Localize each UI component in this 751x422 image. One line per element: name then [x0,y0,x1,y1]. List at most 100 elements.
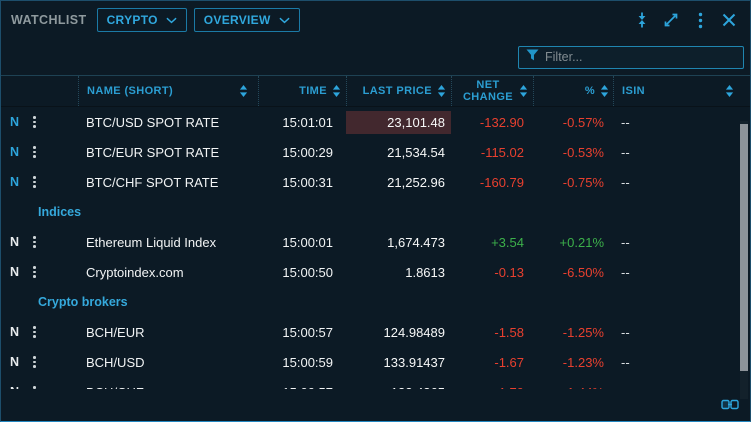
table-row[interactable]: N BTC/CHF SPOT RATE 15:00:31 21,252.96 -… [1,167,750,197]
row-percent: -0.57% [562,114,604,130]
row-last-price: 1.8613 [405,264,445,280]
row-last-price-cell: 1,674.473 [346,227,451,257]
row-icons-cell: N [1,137,78,167]
row-net-change: -1.67 [494,354,524,370]
collapse-height-icon[interactable] [631,9,653,31]
row-icons-cell: N [1,257,78,287]
news-link[interactable]: N [10,265,20,279]
row-percent: -0.75% [562,174,604,190]
row-last-price: 23,101.48 [346,110,451,134]
row-percent: -6.50% [562,264,604,280]
row-name: Ethereum Liquid Index [86,234,217,250]
table-row[interactable]: N BCH/CHF 15:00:57 132.4365 -1.79 -1.44%… [1,377,750,390]
news-link[interactable]: N [10,385,24,389]
row-isin: -- [621,174,630,190]
row-last-price: 21,252.96 [387,174,445,190]
row-isin: -- [621,114,630,130]
row-net-change: -115.02 [480,144,524,160]
row-name: BTC/CHF SPOT RATE [86,174,219,190]
row-percent: -1.25% [562,324,604,340]
sort-icon[interactable] [519,85,528,97]
news-link[interactable]: N [10,235,20,249]
scrollbar-thumb[interactable] [740,124,748,371]
row-percent: +0.21% [559,234,604,250]
row-time: 15:00:57 [258,385,346,390]
list-dropdown-label: CRYPTO [106,13,158,27]
header-percent[interactable]: % [533,76,613,106]
row-icons-cell: N [1,377,78,389]
row-menu-icon[interactable] [30,263,39,281]
row-last-price: 1,674.473 [387,234,445,250]
row-time: 15:00:57 [282,324,333,340]
row-name: BTC/USD SPOT RATE [86,114,220,130]
group-label: Indices [38,205,82,219]
more-options-icon[interactable] [689,9,711,31]
sort-icon[interactable] [725,85,734,97]
row-net-change: -0.13 [494,264,524,280]
row-menu-icon[interactable] [30,113,39,131]
news-link[interactable]: N [10,325,20,339]
row-isin: -- [621,324,630,340]
news-link[interactable]: N [10,355,20,369]
header-time[interactable]: TIME [258,76,346,106]
row-name: BCH/EUR [86,324,145,340]
row-net-change: -160.79 [479,174,524,190]
link-channel-icon[interactable] [721,398,739,414]
row-last-price-cell: 1.8613 [346,257,451,287]
row-menu-icon[interactable] [30,233,39,251]
row-isin: -- [621,144,630,160]
sort-icon[interactable] [332,85,341,97]
header-net-change[interactable]: NET CHANGE [451,76,533,106]
table-row[interactable]: N BCH/USD 15:00:59 133.91437 -1.67 -1.23… [1,347,750,377]
row-isin: -- [621,264,630,280]
close-icon[interactable] [718,9,740,31]
news-link[interactable]: N [10,115,20,129]
table-body: N BTC/USD SPOT RATE 15:01:01 23,101.48 -… [1,107,750,389]
row-last-price-cell: 132.4365 [346,377,451,390]
row-menu-icon[interactable] [30,143,39,161]
chevron-down-icon [279,13,290,27]
table-row[interactable]: N BTC/USD SPOT RATE 15:01:01 23,101.48 -… [1,107,750,137]
table-row[interactable]: N BCH/EUR 15:00:57 124.98489 -1.58 -1.25… [1,317,750,347]
sort-icon[interactable] [437,85,446,97]
row-menu-icon[interactable] [30,173,39,191]
row-menu-icon[interactable] [30,383,39,389]
group-row: Crypto brokers [1,287,750,317]
row-last-price-cell: 23,101.48 [346,107,451,137]
row-last-price: 133.91437 [383,354,445,370]
table-row[interactable]: N Ethereum Liquid Index 15:00:01 1,674.4… [1,227,750,257]
row-icons-cell: N [1,347,78,377]
header-last-price[interactable]: LAST PRICE [346,76,451,106]
row-last-price-cell: 133.91437 [346,347,451,377]
filter-box[interactable] [518,45,744,69]
view-dropdown-label: OVERVIEW [203,13,271,27]
row-last-price-cell: 21,252.96 [346,167,451,197]
header-name[interactable]: NAME (SHORT) [78,76,258,106]
row-last-price: 21,534.54 [387,144,445,160]
filter-input[interactable] [545,50,736,64]
sort-icon[interactable] [239,85,248,97]
table-row[interactable]: N Cryptoindex.com 15:00:50 1.8613 -0.13 … [1,257,750,287]
row-last-price: 132.4365 [346,381,451,390]
news-link[interactable]: N [10,145,20,159]
row-name: BCH/CHF [78,385,258,390]
news-link[interactable]: N [10,175,20,189]
expand-icon[interactable] [660,9,682,31]
table-row[interactable]: N BTC/EUR SPOT RATE 15:00:29 21,534.54 -… [1,137,750,167]
row-menu-icon[interactable] [30,323,39,341]
list-dropdown[interactable]: CRYPTO [96,8,187,32]
sort-icon[interactable] [600,85,609,97]
row-time: 15:00:50 [282,264,333,280]
row-last-price-cell: 21,534.54 [346,137,451,167]
table-header: NAME (SHORT) TIME LAST PRICE NET CHANGE … [1,75,750,107]
row-percent: -1.23% [562,354,604,370]
group-row: Indices [1,197,750,227]
header-isin[interactable]: ISIN [613,76,750,106]
row-name: Cryptoindex.com [86,264,184,280]
scrollbar-track[interactable] [740,121,748,399]
header-icons-column [1,76,78,106]
row-percent: -0.53% [562,144,604,160]
row-menu-icon[interactable] [30,353,39,371]
view-dropdown[interactable]: OVERVIEW [193,8,300,32]
